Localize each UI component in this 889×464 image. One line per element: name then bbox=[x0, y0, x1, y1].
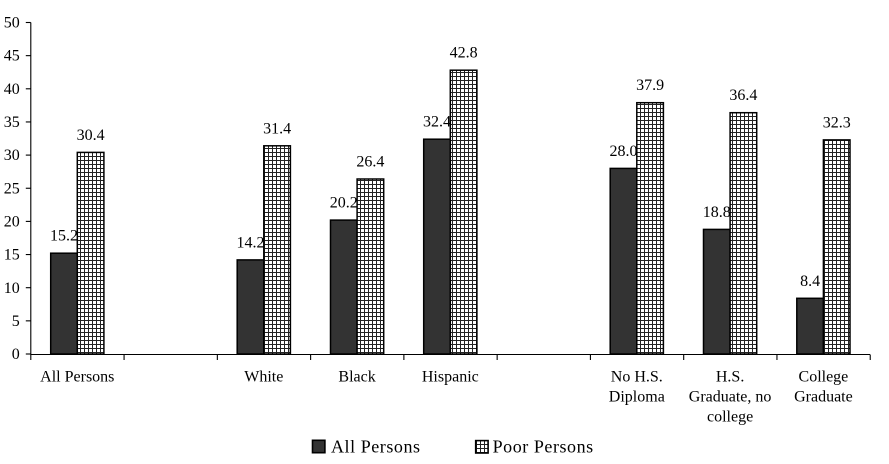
svg-text:Hispanic: Hispanic bbox=[422, 368, 479, 385]
svg-text:28.0: 28.0 bbox=[610, 143, 638, 160]
svg-text:No H.S.: No H.S. bbox=[611, 368, 663, 385]
svg-text:20.2: 20.2 bbox=[330, 195, 358, 212]
svg-text:Poor Persons: Poor Persons bbox=[493, 436, 594, 456]
svg-text:40: 40 bbox=[4, 81, 20, 98]
svg-text:37.9: 37.9 bbox=[636, 77, 664, 94]
svg-text:14.2: 14.2 bbox=[237, 234, 265, 251]
svg-text:26.4: 26.4 bbox=[356, 154, 384, 171]
svg-text:18.8: 18.8 bbox=[703, 204, 731, 221]
svg-text:42.8: 42.8 bbox=[450, 45, 478, 62]
svg-text:25: 25 bbox=[4, 180, 20, 197]
svg-text:15: 15 bbox=[4, 247, 20, 264]
svg-text:50: 50 bbox=[4, 15, 20, 32]
svg-text:8.4: 8.4 bbox=[800, 273, 820, 290]
svg-text:36.4: 36.4 bbox=[729, 87, 757, 104]
svg-text:college: college bbox=[707, 408, 753, 425]
svg-text:10: 10 bbox=[4, 280, 20, 297]
svg-text:H.S.: H.S. bbox=[716, 368, 744, 385]
svg-text:0: 0 bbox=[12, 346, 20, 363]
svg-text:45: 45 bbox=[4, 48, 20, 65]
svg-text:35: 35 bbox=[4, 114, 20, 131]
svg-text:30: 30 bbox=[4, 147, 20, 164]
svg-text:Graduate, no: Graduate, no bbox=[689, 388, 772, 405]
svg-text:Black: Black bbox=[338, 368, 375, 385]
svg-text:30.4: 30.4 bbox=[77, 127, 105, 144]
svg-text:All Persons: All Persons bbox=[40, 368, 114, 385]
svg-text:College: College bbox=[799, 368, 849, 385]
svg-text:32.4: 32.4 bbox=[423, 114, 451, 131]
svg-text:Graduate: Graduate bbox=[794, 388, 853, 405]
svg-text:5: 5 bbox=[12, 313, 20, 330]
svg-text:31.4: 31.4 bbox=[263, 120, 291, 137]
svg-text:White: White bbox=[244, 368, 283, 385]
svg-text:20: 20 bbox=[4, 214, 20, 231]
svg-text:15.2: 15.2 bbox=[50, 228, 78, 245]
svg-text:32.3: 32.3 bbox=[823, 114, 851, 131]
svg-text:Diploma: Diploma bbox=[609, 388, 665, 405]
svg-text:All Persons: All Persons bbox=[331, 436, 421, 456]
